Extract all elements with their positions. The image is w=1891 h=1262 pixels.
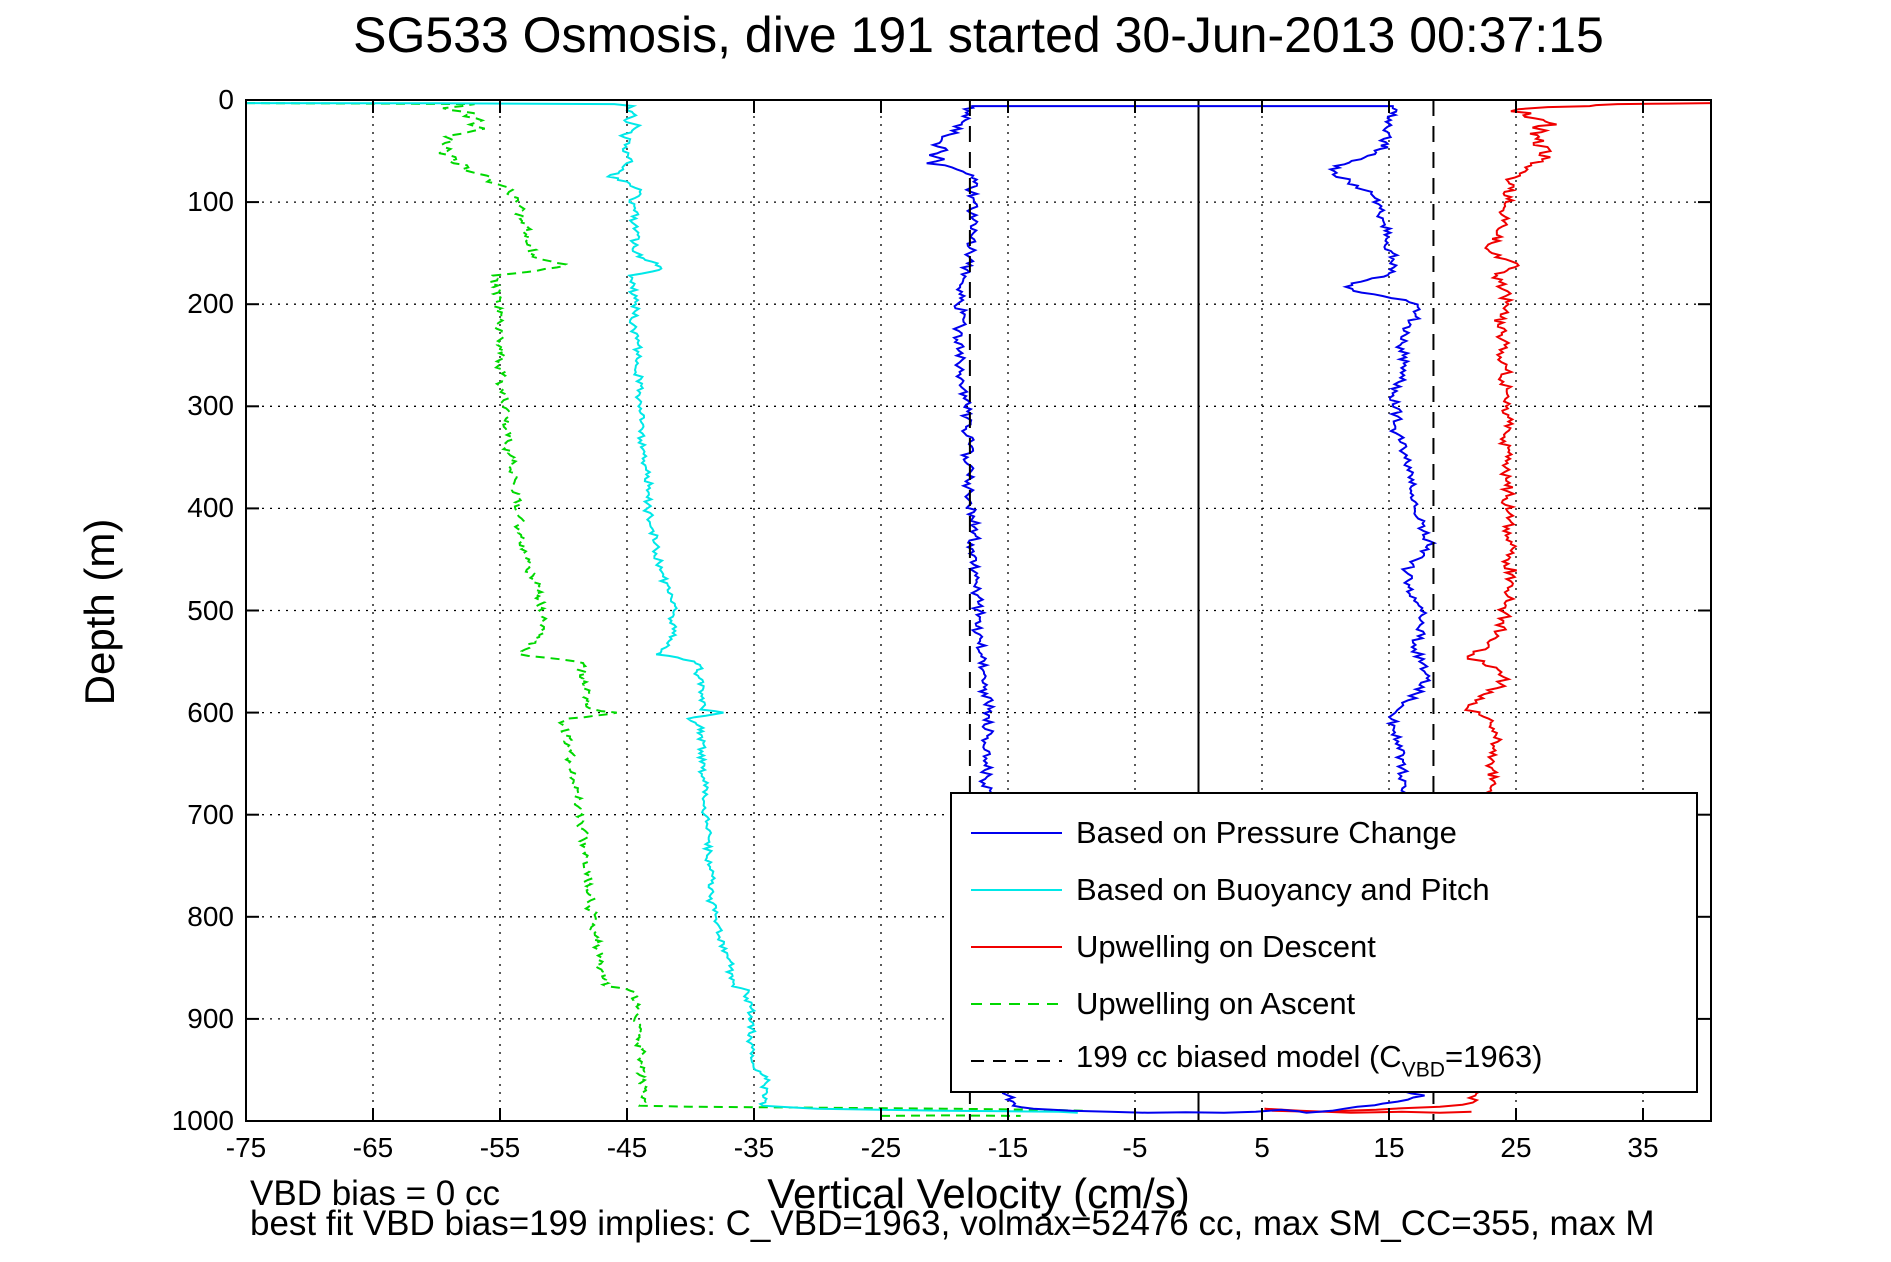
x-axis-label: Vertical Velocity (cm/s) — [767, 1170, 1190, 1217]
legend-label: Upwelling on Ascent — [1076, 985, 1356, 1021]
y-tick-label: 600 — [187, 696, 234, 728]
y-tick-label: 1000 — [171, 1105, 234, 1136]
x-tick-label: -5 — [1122, 1132, 1148, 1163]
legend-line-sample — [971, 946, 1062, 948]
legend-label: Based on Buoyancy and Pitch — [1076, 871, 1490, 907]
plot-title: SG533 Osmosis, dive 191 started 30-Jun-2… — [353, 7, 1604, 63]
x-tick-label: 15 — [1373, 1132, 1405, 1163]
legend-box: Based on Pressure Change Based on Buoyanc… — [950, 792, 1698, 1093]
x-tick-label: -55 — [479, 1132, 521, 1163]
x-tick-label: -65 — [352, 1132, 394, 1163]
x-tick-label: -35 — [733, 1132, 775, 1163]
legend-row: Upwelling on Descent — [952, 918, 1696, 975]
legend-line-sample — [971, 889, 1062, 891]
series-based-on-pressure-change — [926, 105, 1438, 1114]
y-tick-label: 800 — [187, 900, 234, 932]
x-tick-label: -15 — [987, 1132, 1029, 1163]
legend-row: 199 cc biased model (CVBD=1963) — [952, 1032, 1696, 1089]
legend-label: Based on Pressure Change — [1076, 814, 1457, 850]
legend-label: 199 cc biased model (CVBD=1963) — [1076, 1038, 1543, 1082]
series-upwelling-on-ascent-bottom-segment- — [880, 1114, 1021, 1117]
legend-row: Based on Buoyancy and Pitch — [952, 861, 1696, 918]
y-tick-label: 400 — [187, 492, 234, 524]
y-tick-label: 300 — [187, 390, 234, 422]
x-tick-label: 5 — [1254, 1132, 1270, 1163]
legend-label: Upwelling on Descent — [1076, 928, 1376, 964]
series-based-on-buoyancy-and-pitch — [246, 102, 1078, 1114]
y-tick-label: 900 — [187, 1002, 234, 1034]
legend-line-sample — [971, 1060, 1062, 1062]
annotation-vbd-bias: VBD bias = 0 cc — [250, 1174, 500, 1213]
legend-label-subscript: VBD — [1401, 1058, 1446, 1082]
y-tick-label: 0 — [218, 84, 234, 115]
x-tick-label: -75 — [225, 1132, 267, 1163]
annotation-best-fit: best fit VBD bias=199 implies: C_VBD=196… — [250, 1204, 1655, 1243]
legend-row: Upwelling on Ascent — [952, 975, 1696, 1032]
y-tick-label: 100 — [187, 186, 234, 218]
legend-line-sample — [971, 1003, 1062, 1005]
y-tick-label: 700 — [187, 798, 234, 830]
y-tick-label: 200 — [187, 288, 234, 320]
x-tick-label: -45 — [606, 1132, 648, 1163]
x-tick-label: 35 — [1627, 1132, 1659, 1163]
legend-row: Based on Pressure Change — [952, 804, 1696, 861]
legend-line-sample — [971, 832, 1062, 834]
y-tick-label: 500 — [187, 594, 234, 626]
x-tick-label: 25 — [1500, 1132, 1532, 1163]
x-tick-label: -25 — [860, 1132, 902, 1163]
